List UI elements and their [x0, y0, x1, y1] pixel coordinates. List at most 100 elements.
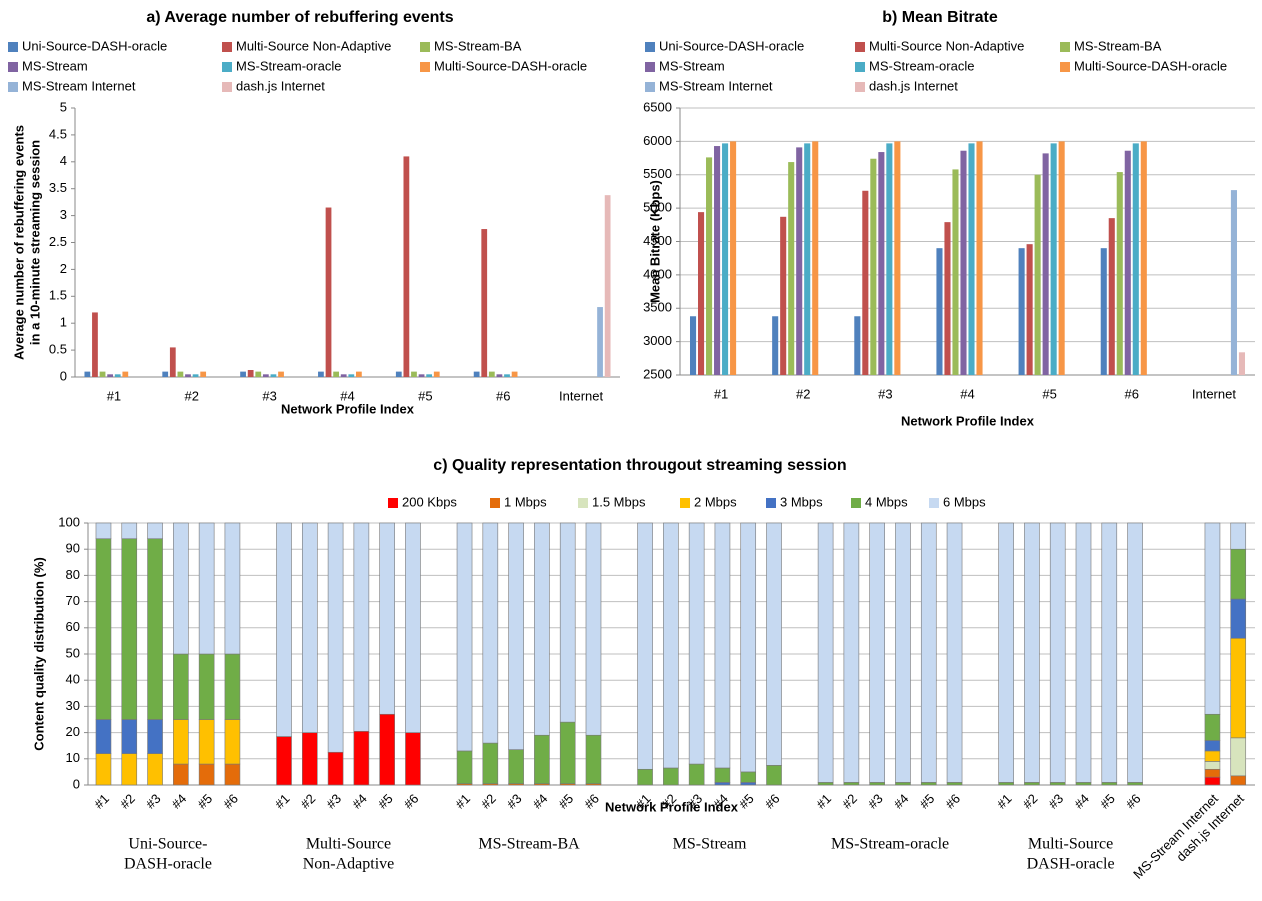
bar-segment: [663, 522, 679, 769]
x-tick-label: #6: [1123, 791, 1144, 812]
y-tick-label: 10: [66, 750, 80, 765]
bar-segment: [946, 782, 963, 786]
y-tick-label: 4500: [643, 233, 672, 248]
bar-segment: [508, 522, 524, 750]
bar: [976, 141, 983, 375]
bar-segment: [1049, 782, 1066, 786]
bar: [1140, 141, 1147, 375]
y-tick-label: 90: [66, 541, 80, 556]
legend-label: 4 Mbps: [865, 494, 908, 509]
bar: [706, 157, 713, 375]
bar: [772, 316, 779, 375]
bar-segment: [1230, 637, 1247, 739]
chart-title: a) Average number of rebuffering events: [146, 9, 453, 26]
legend-label: Multi-Source-DASH-oracle: [434, 58, 587, 73]
bar-segment: [688, 522, 705, 765]
legend-label: MS-Stream: [22, 58, 88, 73]
bar-segment: [95, 719, 112, 754]
x-axis-label: Network Profile Index: [605, 799, 739, 814]
legend-swatch: [420, 62, 430, 72]
bar-segment: [895, 782, 911, 786]
legend-label: MS-Stream Internet: [659, 78, 773, 93]
legend-swatch: [1060, 42, 1070, 52]
bar-segment: [895, 522, 911, 783]
y-tick-label: 80: [66, 567, 80, 582]
bar: [122, 371, 129, 377]
bar: [714, 146, 721, 375]
x-axis-label: Network Profile Index: [901, 413, 1035, 428]
bar-segment: [456, 522, 473, 752]
legend-label: MS-Stream-BA: [1074, 38, 1162, 53]
y-axis-label: Mean Bitrate (Kbps): [647, 180, 662, 303]
bar: [356, 371, 362, 377]
bar-segment: [559, 721, 576, 784]
group-label: DASH-oracle: [1027, 856, 1115, 873]
bar-segment: [534, 734, 550, 784]
bar-segment: [817, 522, 834, 783]
legend-swatch: [855, 62, 865, 72]
bar: [1018, 248, 1025, 375]
group-label: Multi-Source: [306, 836, 391, 853]
x-tick-label: #3: [1045, 791, 1066, 812]
bar: [403, 156, 410, 377]
x-tick-label: #5: [375, 791, 396, 812]
x-tick-label: #1: [994, 791, 1015, 812]
bar: [604, 195, 611, 377]
bar: [854, 316, 861, 375]
x-tick-label: #3: [323, 791, 344, 812]
bar: [433, 371, 440, 377]
bar-segment: [198, 522, 215, 655]
y-tick-label: 70: [66, 593, 80, 608]
bar: [169, 347, 176, 377]
bar: [1116, 172, 1123, 375]
legend-swatch: [929, 498, 939, 508]
x-tick-label: #2: [796, 386, 810, 401]
bar: [411, 371, 417, 377]
bar-segment: [224, 522, 241, 655]
bar-segment: [559, 522, 576, 723]
bar: [952, 169, 959, 375]
bar-segment: [482, 742, 499, 784]
bar-segment: [1049, 522, 1066, 783]
bar: [722, 143, 729, 375]
bar-segment: [740, 522, 757, 773]
bar-segment: [920, 782, 937, 786]
x-tick-label: #3: [878, 386, 892, 401]
x-tick-label: #4: [169, 791, 190, 812]
bar-segment: [585, 522, 602, 736]
x-tick-label: #6: [220, 791, 241, 812]
bar: [84, 371, 91, 377]
bar-segment: [147, 538, 163, 720]
bar-segment: [379, 522, 395, 715]
bar: [1124, 150, 1131, 375]
bar-segment: [327, 751, 344, 786]
bar-segment: [534, 522, 550, 736]
legend-swatch: [222, 42, 232, 52]
y-tick-label: 2500: [643, 366, 672, 381]
x-tick-label: #4: [530, 791, 551, 812]
bar: [488, 371, 495, 377]
bar: [262, 374, 269, 377]
y-axis-label: in a 10-minute streaming session: [27, 140, 42, 345]
legend-swatch: [8, 82, 18, 92]
x-tick-label: #4: [960, 386, 974, 401]
y-tick-label: 40: [66, 672, 80, 687]
bar: [200, 371, 207, 377]
bar: [318, 371, 324, 377]
bar: [504, 374, 510, 377]
legend-label: MS-Stream-oracle: [236, 58, 341, 73]
y-tick-label: 1.5: [49, 288, 67, 303]
x-tick-label: #1: [272, 791, 293, 812]
y-tick-label: 100: [58, 514, 80, 529]
bar-segment: [173, 763, 189, 786]
bar-segment: [1101, 782, 1118, 786]
bar-segment: [121, 719, 138, 754]
y-tick-label: 20: [66, 724, 80, 739]
x-tick-label: #3: [504, 791, 525, 812]
x-tick-label: #4: [1071, 791, 1092, 812]
y-tick-label: 3: [60, 207, 67, 222]
bar-segment: [1204, 776, 1221, 786]
bar: [92, 312, 98, 377]
bar: [348, 374, 355, 377]
